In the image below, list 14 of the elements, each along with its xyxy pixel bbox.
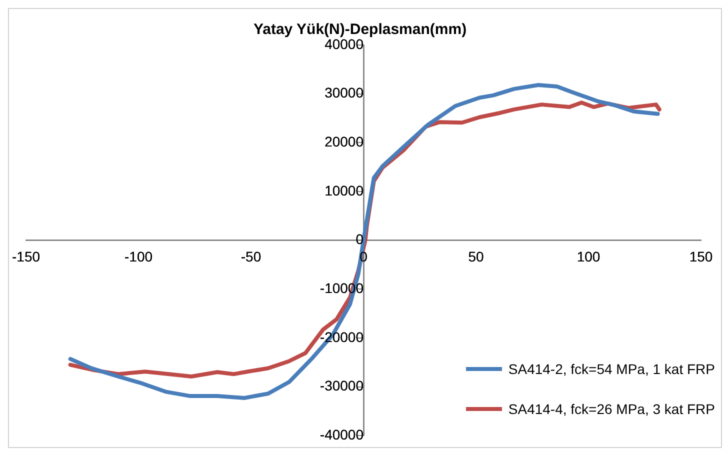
x-tick-label: -100 bbox=[124, 248, 153, 265]
chart-title: Yatay Yük(N)-Deplasman(mm) bbox=[253, 21, 467, 38]
x-tick-label: 50 bbox=[468, 248, 484, 265]
legend-label: SA414-2, fck=54 MPa, 1 kat FRP bbox=[508, 360, 715, 379]
y-tick-label: 10000 bbox=[324, 182, 364, 198]
x-tick-label: 100 bbox=[576, 248, 600, 265]
x-tick-label: -150 bbox=[12, 248, 40, 265]
y-tick-label: -40000 bbox=[320, 426, 364, 442]
y-tick-label: -30000 bbox=[320, 378, 364, 394]
x-tick-label: -50 bbox=[240, 248, 262, 265]
x-tick-label: 150 bbox=[689, 248, 713, 265]
legend-label: SA414-4, fck=26 MPa, 3 kat FRP bbox=[508, 400, 715, 419]
y-tick-label: 20000 bbox=[324, 134, 364, 150]
y-tick-label: 30000 bbox=[324, 84, 364, 101]
